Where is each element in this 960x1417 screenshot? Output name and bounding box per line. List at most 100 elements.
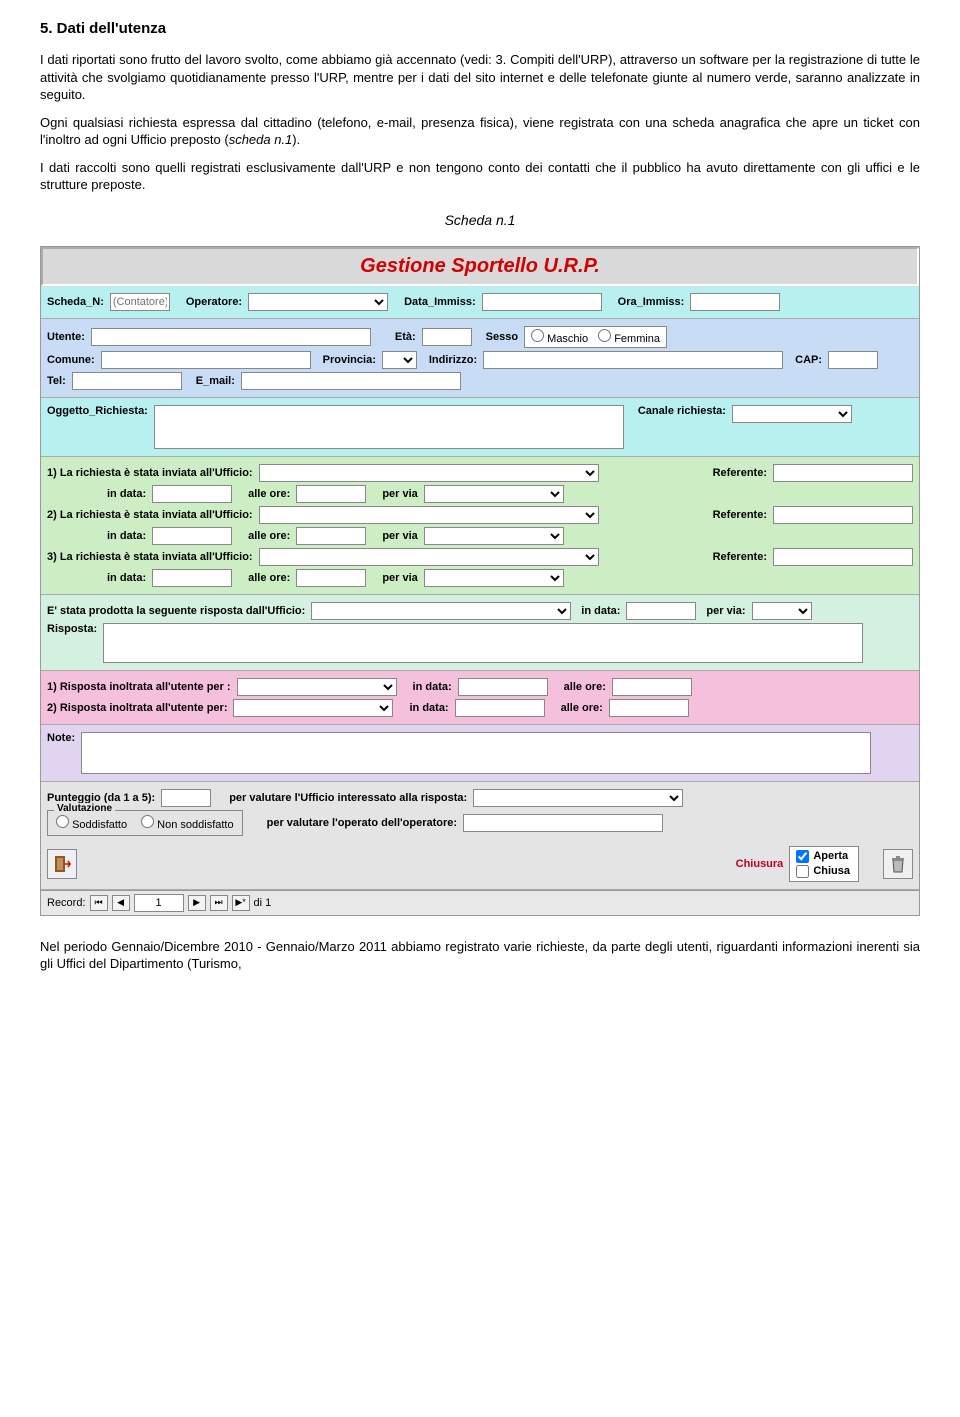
lbl-maschio: Maschio — [547, 333, 588, 345]
select-provincia[interactable] — [382, 351, 417, 369]
input-indata-ri1[interactable] — [458, 678, 548, 696]
input-indata-r[interactable] — [626, 602, 696, 620]
select-pervia3[interactable] — [424, 569, 564, 587]
input-ref2[interactable] — [773, 506, 913, 524]
valbox-valutazione: Valutazione Soddisfatto Non soddisfatto — [47, 810, 243, 836]
lbl-req3: 3) La richiesta è stata inviata all'Uffi… — [47, 551, 253, 563]
lbl-provincia: Provincia: — [323, 354, 376, 366]
lbl-note: Note: — [47, 732, 75, 744]
nav-new[interactable]: ▶* — [232, 895, 250, 911]
input-indirizzo[interactable] — [483, 351, 783, 369]
footer-para: Nel periodo Gennaio/Dicembre 2010 - Genn… — [40, 938, 920, 973]
input-comune[interactable] — [101, 351, 311, 369]
input-ore-ri2[interactable] — [609, 699, 689, 717]
input-eta[interactable] — [422, 328, 472, 346]
select-prodotta[interactable] — [311, 602, 571, 620]
select-valutare-ufficio[interactable] — [473, 789, 683, 807]
input-indata3[interactable] — [152, 569, 232, 587]
lbl-operatore: Operatore: — [186, 296, 242, 308]
lbl-eta: Età: — [395, 331, 416, 343]
lbl-ore3: alle ore: — [248, 572, 290, 584]
record-bar: Record: ⏮ ◀ ▶ ⏭ ▶* di 1 — [41, 890, 919, 915]
input-indata1[interactable] — [152, 485, 232, 503]
input-indata2[interactable] — [152, 527, 232, 545]
input-ref1[interactable] — [773, 464, 913, 482]
select-pervia-r[interactable] — [752, 602, 812, 620]
lbl-nonsoddisfatto: Non soddisfatto — [157, 819, 233, 831]
input-punteggio[interactable] — [161, 789, 211, 807]
input-utente[interactable] — [91, 328, 371, 346]
lbl-risposta: Risposta: — [47, 623, 97, 635]
textarea-risposta[interactable] — [103, 623, 863, 663]
radio-femmina[interactable]: Femmina — [598, 329, 660, 345]
select-pervia2[interactable] — [424, 527, 564, 545]
lbl-chiusa: Chiusa — [813, 865, 850, 877]
select-risp1[interactable] — [237, 678, 397, 696]
lbl-pervia1: per via — [382, 488, 417, 500]
section-punteggio: Punteggio (da 1 a 5): per valutare l'Uff… — [41, 782, 919, 890]
select-operatore[interactable] — [248, 293, 388, 311]
select-risp2[interactable] — [233, 699, 393, 717]
lbl-prodotta: E' stata prodotta la seguente risposta d… — [47, 605, 305, 617]
radio-nonsoddisfatto[interactable]: Non soddisfatto — [141, 815, 234, 831]
section-oggetto: Oggetto_Richiesta: Canale richiesta: — [41, 398, 919, 457]
para-3: I dati raccolti sono quelli registrati e… — [40, 159, 920, 194]
input-data-immiss[interactable] — [482, 293, 602, 311]
input-ref3[interactable] — [773, 548, 913, 566]
select-canale[interactable] — [732, 405, 852, 423]
textarea-oggetto[interactable] — [154, 405, 624, 449]
lbl-record: Record: — [47, 897, 86, 909]
input-cap[interactable] — [828, 351, 878, 369]
caption: Scheda n.1 — [40, 212, 920, 228]
radio-soddisfatto[interactable]: Soddisfatto — [56, 815, 127, 831]
input-indata-ri2[interactable] — [455, 699, 545, 717]
nav-next[interactable]: ▶ — [188, 895, 206, 911]
para-2a: Ogni qualsiasi richiesta espressa dal ci… — [40, 115, 920, 148]
lbl-req2: 2) La richiesta è stata inviata all'Uffi… — [47, 509, 253, 521]
select-req3[interactable] — [259, 548, 599, 566]
section-note: Note: — [41, 725, 919, 782]
para-2b: ). — [292, 132, 300, 147]
lbl-comune: Comune: — [47, 354, 95, 366]
lbl-aperta: Aperta — [813, 850, 848, 862]
trash-button[interactable] — [883, 849, 913, 879]
input-ore-ri1[interactable] — [612, 678, 692, 696]
lbl-valutare-operatore: per valutare l'operato dell'operatore: — [267, 817, 457, 829]
input-tel[interactable] — [72, 372, 182, 390]
input-ore2[interactable] — [296, 527, 366, 545]
chk-chiusa[interactable] — [796, 865, 809, 878]
heading: 5. Dati dell'utenza — [40, 20, 920, 37]
nav-last[interactable]: ⏭ — [210, 895, 228, 911]
radiobox-sesso: Maschio Femmina — [524, 326, 667, 348]
input-recnum[interactable] — [134, 894, 184, 912]
lbl-indata1: in data: — [107, 488, 146, 500]
lbl-ref3: Referente: — [713, 551, 767, 563]
input-ore1[interactable] — [296, 485, 366, 503]
lbl-indata2: in data: — [107, 530, 146, 542]
nav-prev[interactable]: ◀ — [112, 895, 130, 911]
textarea-note[interactable] — [81, 732, 871, 774]
select-pervia1[interactable] — [424, 485, 564, 503]
lbl-ore-ri1: alle ore: — [564, 681, 606, 693]
lbl-ref2: Referente: — [713, 509, 767, 521]
lbl-tel: Tel: — [47, 375, 66, 387]
radio-maschio[interactable]: Maschio — [531, 329, 588, 345]
input-valutare-operatore[interactable] — [463, 814, 663, 832]
lbl-ore2: alle ore: — [248, 530, 290, 542]
nav-first[interactable]: ⏮ — [90, 895, 108, 911]
select-req1[interactable] — [259, 464, 599, 482]
section-risposte-inoltrate: 1) Risposta inoltrata all'utente per : i… — [41, 671, 919, 725]
input-ora-immiss[interactable] — [690, 293, 780, 311]
input-email[interactable] — [241, 372, 461, 390]
form-scheda: Gestione Sportello U.R.P. Scheda_N: Oper… — [40, 246, 920, 916]
lbl-req1: 1) La richiesta è stata inviata all'Uffi… — [47, 467, 253, 479]
chk-aperta[interactable] — [796, 850, 809, 863]
input-scheda-n[interactable] — [110, 293, 170, 311]
lbl-ore1: alle ore: — [248, 488, 290, 500]
exit-button[interactable] — [47, 849, 77, 879]
lbl-ref1: Referente: — [713, 467, 767, 479]
lbl-data-immiss: Data_Immiss: — [404, 296, 476, 308]
input-ore3[interactable] — [296, 569, 366, 587]
select-req2[interactable] — [259, 506, 599, 524]
lbl-recdi: di 1 — [254, 897, 272, 909]
